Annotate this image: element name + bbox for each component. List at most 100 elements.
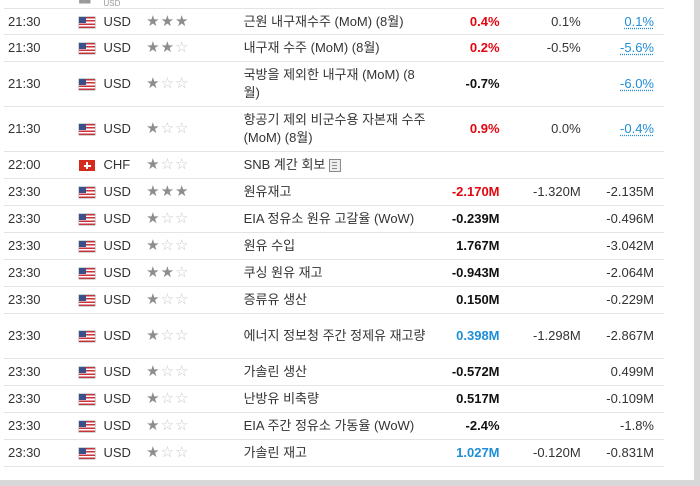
previous-cell[interactable]: -0.4%	[582, 106, 664, 152]
document-icon[interactable]	[329, 159, 342, 173]
event-name-link[interactable]: 가솔린 생산	[243, 364, 308, 379]
us-flag-icon	[79, 187, 96, 199]
currency-code: USD	[103, 265, 131, 280]
previous-value: -0.496M	[606, 211, 654, 226]
table-row[interactable]: 23:30 USD ★☆☆ 에너지 정보청 주간 정제유 재고량 0.398M -1.29…	[4, 313, 664, 359]
event-name-link[interactable]: 난방유 비축량	[243, 391, 319, 406]
event-name-link[interactable]: 국방을 제외한 내구재 (MoM) (8월)	[243, 67, 415, 100]
currency-cell: USD	[103, 8, 147, 35]
flag-cell	[79, 34, 104, 62]
importance-cell: ★☆☆	[146, 151, 244, 179]
table-row[interactable]: 21:30 USD ★★☆ 내구재 수주 (MoM) (8월) 0.2% -0.5% -5.…	[4, 34, 664, 62]
currency-cell: USD	[103, 259, 147, 287]
event-cell[interactable]: 증류유 생산	[243, 286, 435, 314]
event-cell[interactable]: 에너지 정보청 주간 정제유 재고량	[243, 313, 435, 359]
empty-star-icon: ☆	[175, 390, 189, 407]
event-name-link[interactable]: 에너지 정보청 주간 정제유 재고량	[243, 328, 426, 343]
us-flag-icon	[79, 367, 96, 379]
event-name-link[interactable]: 근원 내구재수주 (MoM) (8월)	[243, 13, 404, 29]
forecast-value: -0.5%	[546, 40, 581, 55]
event-name-link[interactable]: 쿠싱 원유 재고	[243, 265, 323, 280]
event-time: 23:30	[8, 265, 41, 280]
actual-value: -0.943M	[451, 265, 500, 280]
empty-star-icon: ☆	[175, 39, 189, 56]
scrollbar-track[interactable]	[694, 0, 700, 486]
table-row[interactable]: 23:30 USD ★☆☆ EIA 주간 정유소 가동율 (WoW) -2.4% -1.8…	[4, 412, 664, 440]
event-cell[interactable]: 쿠싱 원유 재고	[243, 259, 435, 287]
event-name-link[interactable]: 내구재 수주 (MoM) (8월)	[243, 40, 380, 55]
forecast-cell	[503, 358, 583, 386]
event-name-link[interactable]: SNB 계간 회보	[243, 157, 326, 172]
flag-cell	[79, 178, 104, 206]
event-name-link[interactable]: 증류유 생산	[243, 292, 308, 307]
importance-cell: ★★☆	[146, 34, 244, 62]
event-cell[interactable]: 원유 수입	[243, 232, 435, 260]
actual-value: -0.572M	[451, 364, 500, 379]
event-cell[interactable]: EIA 정유소 원유 고갈율 (WoW)	[243, 205, 435, 233]
previous-value-revised[interactable]: 0.1%	[624, 13, 654, 29]
table-row[interactable]: 23:30 USD ★☆☆ EIA 정유소 원유 고갈율 (WoW) -0.239M -0…	[4, 205, 664, 233]
us-flag-icon	[79, 331, 96, 343]
filled-star-icon: ★	[146, 363, 160, 380]
table-row[interactable]: 23:30 USD ★★★ 원유재고 -2.170M -1.320M -2.135M	[4, 178, 664, 206]
actual-cell: 0.398M	[434, 313, 504, 359]
table-row[interactable]: 23:30 USD ★★☆ 쿠싱 원유 재고 -0.943M -2.064M	[4, 259, 664, 287]
importance-cell: ★★★	[146, 8, 244, 35]
event-cell[interactable]: 근원 내구재수주 (MoM) (8월)	[243, 8, 435, 35]
event-name-link[interactable]: EIA 정유소 원유 고갈율 (WoW)	[243, 211, 415, 226]
empty-star-icon: ☆	[175, 120, 189, 137]
table-row[interactable]: 21:30 USD ★☆☆ 국방을 제외한 내구재 (MoM) (8월) -0.7% -6…	[4, 61, 664, 107]
table-row[interactable]: 21:30 USD ★★★ 근원 내구재수주 (MoM) (8월) 0.4% 0.1% 0.…	[4, 8, 664, 35]
table-row[interactable]: 23:30 USD ★☆☆ 가솔린 재고 1.027M -0.120M -0.831M	[4, 439, 664, 467]
event-cell[interactable]: 항공기 제외 비군수용 자본재 수주 (MoM) (8월)	[243, 106, 435, 152]
actual-cell: 0.150M	[434, 286, 504, 314]
empty-star-icon: ☆	[160, 291, 175, 308]
filled-star-icon: ★	[175, 183, 189, 200]
time-cell: 21:30	[4, 34, 80, 62]
event-name-link[interactable]: 가솔린 재고	[243, 445, 308, 460]
table-row[interactable]: 23:30 USD ★☆☆ 원유 수입 1.767M -3.042M	[4, 232, 664, 260]
previous-cell: -2.064M	[582, 259, 664, 287]
previous-value-revised[interactable]: -5.6%	[620, 40, 654, 55]
previous-value-revised[interactable]: -6.0%	[620, 76, 654, 91]
empty-star-icon: ☆	[175, 237, 189, 254]
previous-cell[interactable]: 0.1%	[582, 8, 664, 35]
filled-star-icon: ★	[146, 291, 160, 308]
previous-cell[interactable]: -5.6%	[582, 34, 664, 62]
event-cell[interactable]: 내구재 수주 (MoM) (8월)	[243, 34, 435, 62]
event-name-link[interactable]: 원유재고	[243, 184, 292, 199]
table-row[interactable]: 22:00 CHF ★☆☆ SNB 계간 회보	[4, 151, 664, 179]
currency-code: USD	[103, 292, 131, 307]
actual-cell: -0.572M	[434, 358, 504, 386]
previous-cell: -0.831M	[582, 439, 664, 467]
us-flag-icon	[79, 394, 96, 406]
actual-cell: 0.2%	[434, 34, 504, 62]
currency-cell: USD	[103, 385, 147, 413]
previous-value-revised[interactable]: -0.4%	[620, 121, 654, 136]
previous-cell[interactable]: -6.0%	[582, 61, 664, 107]
forecast-value: -0.120M	[533, 445, 581, 460]
empty-star-icon: ☆	[160, 156, 175, 173]
event-name-link[interactable]: 원유 수입	[243, 238, 296, 253]
table-row[interactable]: 23:30 USD ★☆☆ 난방유 비축량 0.517M -0.109M	[4, 385, 664, 413]
event-cell[interactable]: 가솔린 재고	[243, 439, 435, 467]
table-row[interactable]: 23:30 USD ★☆☆ 가솔린 생산 -0.572M 0.499M	[4, 358, 664, 386]
event-cell[interactable]: 원유재고	[243, 178, 435, 206]
currency-code: USD	[103, 364, 131, 379]
event-cell[interactable]: 국방을 제외한 내구재 (MoM) (8월)	[243, 61, 435, 107]
flag-cell	[79, 259, 104, 287]
event-cell[interactable]: 난방유 비축량	[243, 385, 435, 413]
event-cell[interactable]: 가솔린 생산	[243, 358, 435, 386]
importance-cell: ★☆☆	[146, 385, 244, 413]
flag-cell	[79, 385, 104, 413]
event-name-link[interactable]: 항공기 제외 비군수용 자본재 수주 (MoM) (8월)	[243, 112, 426, 145]
event-cell[interactable]: EIA 주간 정유소 가동율 (WoW)	[243, 412, 435, 440]
currency-cell: USD	[103, 34, 147, 62]
table-row[interactable]: 23:30 USD ★☆☆ 증류유 생산 0.150M -0.229M	[4, 286, 664, 314]
event-name-link[interactable]: EIA 주간 정유소 가동율 (WoW)	[243, 418, 415, 433]
importance-cell: ★☆☆	[146, 412, 244, 440]
filled-star-icon: ★	[146, 210, 160, 227]
previous-cell: -2.867M	[582, 313, 664, 359]
table-row[interactable]: 21:30 USD ★☆☆ 항공기 제외 비군수용 자본재 수주 (MoM) (8월)…	[4, 106, 664, 152]
event-cell[interactable]: SNB 계간 회보	[243, 151, 435, 179]
